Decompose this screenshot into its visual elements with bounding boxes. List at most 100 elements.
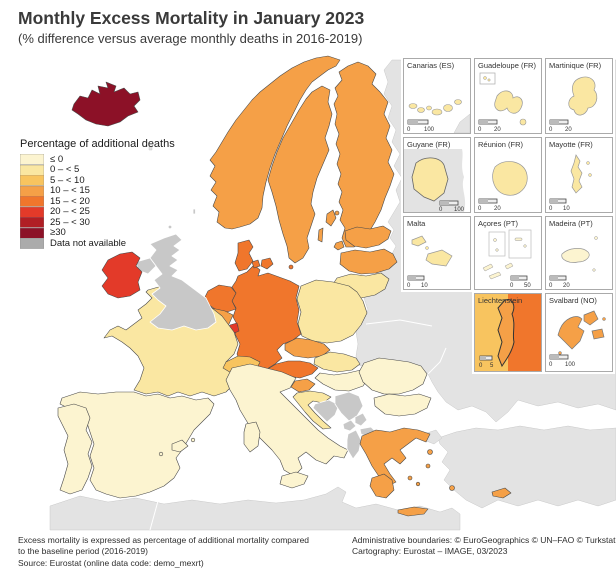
border-ukraine-moldova bbox=[427, 347, 447, 375]
scale-min: 0 bbox=[439, 207, 443, 212]
country-finland bbox=[333, 61, 395, 248]
country-iceland bbox=[71, 81, 141, 127]
country-spain bbox=[59, 391, 215, 499]
inset-svalbard: Svalbard (NO) 0 100 bbox=[545, 293, 613, 372]
scale-min: 0 bbox=[479, 363, 483, 369]
country-portugal bbox=[57, 403, 93, 495]
inset-reunion: Réunion (FR) 0 20 bbox=[474, 137, 542, 213]
island bbox=[523, 244, 527, 248]
inset-mayotte: Mayotte (FR) 0 10 bbox=[545, 137, 613, 213]
island bbox=[426, 105, 432, 111]
country-germany bbox=[231, 264, 302, 370]
legend-label: ≤ 0 bbox=[50, 153, 64, 165]
island-sicily bbox=[279, 471, 309, 489]
island-comino bbox=[425, 246, 429, 250]
inset-guadeloupe: Guadeloupe (FR) 0 20 bbox=[474, 58, 542, 134]
country-estonia bbox=[344, 225, 392, 249]
island-gotland bbox=[325, 209, 337, 227]
legend-item: 10 – < 15 bbox=[20, 185, 175, 196]
island-zealand bbox=[260, 257, 274, 270]
island bbox=[408, 103, 418, 109]
legend-item: ≤ 0 bbox=[20, 154, 175, 165]
legend-item: 0 – < 5 bbox=[20, 164, 175, 175]
country-kosovo bbox=[354, 412, 368, 427]
inset-label: Réunion (FR) bbox=[478, 140, 524, 149]
island bbox=[493, 238, 497, 242]
inset-label: Canarias (ES) bbox=[407, 61, 455, 70]
inset-martinique: Martinique (FR) 0 20 bbox=[545, 58, 613, 134]
country-latvia bbox=[339, 248, 398, 275]
legend-swatch bbox=[20, 238, 44, 249]
island-martinique bbox=[568, 76, 598, 116]
country-sweden bbox=[267, 85, 333, 264]
scale-min: 0 bbox=[549, 283, 553, 289]
scale-min: 0 bbox=[510, 283, 514, 289]
island-crete bbox=[397, 506, 429, 517]
credits-boundaries: Administrative boundaries: © EuroGeograp… bbox=[352, 535, 616, 545]
scale-bar-half bbox=[550, 120, 559, 124]
inset-label: Malta bbox=[407, 219, 426, 228]
inset-label: Açores (PT) bbox=[478, 219, 519, 228]
scale-min: 0 bbox=[407, 283, 411, 289]
island-naxos bbox=[415, 481, 421, 487]
scale-bar-half bbox=[550, 276, 558, 280]
source-note: Source: Eurostat (online data code: demo… bbox=[18, 558, 204, 568]
island bbox=[454, 99, 462, 105]
country-hungary bbox=[314, 369, 370, 392]
inset-acores: Açores (PT) 0 50 bbox=[474, 216, 542, 290]
country-cyprus bbox=[491, 487, 512, 499]
island-edgeoya bbox=[591, 328, 605, 340]
country-czechia bbox=[284, 337, 331, 359]
island bbox=[588, 173, 592, 177]
scale-bar-half bbox=[480, 356, 486, 360]
island-spitsbergen bbox=[557, 316, 585, 350]
legend-title: Percentage of additional deaths bbox=[20, 138, 175, 150]
country-albania bbox=[346, 429, 362, 460]
country-united-kingdom bbox=[149, 233, 217, 331]
legend-item: 25 – < 30 bbox=[20, 217, 175, 228]
country-slovakia bbox=[313, 351, 361, 373]
legend-swatch bbox=[20, 175, 44, 186]
island-sardinia bbox=[243, 421, 261, 453]
island-gozo bbox=[411, 235, 427, 247]
island bbox=[504, 262, 514, 270]
island-funen bbox=[251, 259, 261, 269]
island-saaremaa bbox=[333, 240, 345, 251]
scale-max: 100 bbox=[565, 362, 576, 368]
legend-swatch bbox=[20, 227, 44, 238]
scale-min: 0 bbox=[478, 127, 482, 133]
country-bosnia bbox=[312, 399, 340, 423]
island-mallorca bbox=[171, 439, 189, 453]
scale-bar-half bbox=[408, 120, 418, 124]
island bbox=[483, 76, 487, 80]
inset-canarias-art: 0 100 bbox=[407, 99, 470, 133]
footnote-line1: Excess mortality is expressed as percent… bbox=[18, 535, 310, 545]
island-aland bbox=[334, 210, 340, 216]
inset-guyane-art: 0 100 bbox=[404, 149, 470, 212]
island bbox=[488, 271, 502, 280]
scale-min: 0 bbox=[549, 127, 553, 133]
island bbox=[431, 108, 443, 116]
legend-swatch bbox=[20, 217, 44, 228]
country-romania bbox=[358, 357, 428, 395]
inset-guadeloupe-art: 0 20 bbox=[478, 72, 527, 133]
faroe-islands bbox=[148, 145, 153, 151]
credits-cartography: Cartography: Eurostat – IMAGE, 03/2023 bbox=[352, 546, 508, 556]
scale-bar-half bbox=[440, 201, 449, 205]
island-mayotte bbox=[570, 154, 583, 194]
scale-max: 100 bbox=[424, 127, 435, 133]
island-shetland bbox=[192, 208, 196, 215]
island-ibiza bbox=[158, 451, 164, 457]
scale-min: 0 bbox=[549, 206, 553, 212]
border-belarus-ukraine bbox=[365, 319, 433, 327]
legend-label: 20 – < 25 bbox=[50, 206, 90, 218]
island-chios bbox=[425, 463, 431, 469]
country-montenegro bbox=[342, 419, 357, 432]
legend-item: 15 – < 20 bbox=[20, 196, 175, 207]
scale-max: 10 bbox=[563, 206, 570, 212]
inset-label: Guyane (FR) bbox=[407, 140, 451, 149]
island bbox=[417, 107, 425, 113]
legend-swatch bbox=[20, 196, 44, 207]
scale-max: 20 bbox=[563, 283, 570, 289]
legend-item: 5 – < 10 bbox=[20, 175, 175, 186]
